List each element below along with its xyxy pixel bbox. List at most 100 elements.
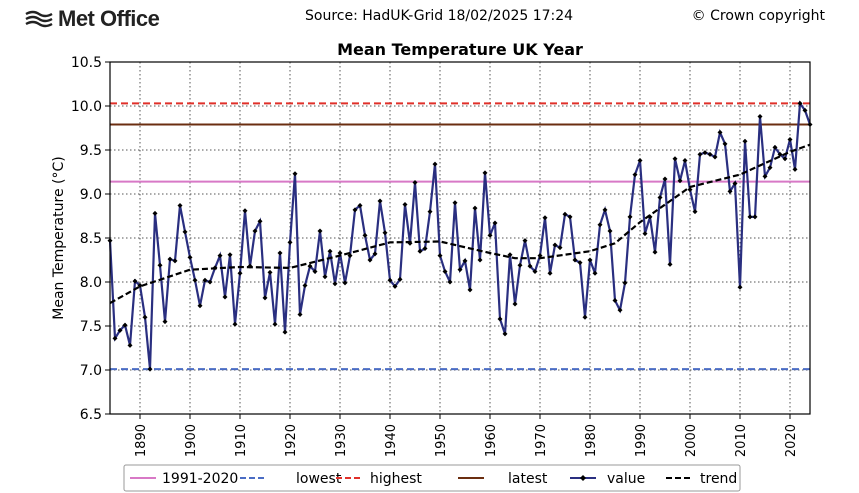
value-point	[617, 307, 623, 313]
value-point	[802, 107, 808, 113]
value-point	[552, 242, 558, 248]
x-tick-label: 1930	[334, 424, 349, 457]
value-point	[187, 254, 193, 260]
value-point	[422, 246, 428, 252]
value-point	[692, 209, 698, 215]
x-tick-label: 1950	[434, 424, 449, 457]
value-point	[607, 228, 613, 234]
y-axis-label: Mean Temperature (°C)	[51, 156, 67, 319]
legend-label: highest	[370, 471, 422, 487]
x-tick-label: 2020	[784, 424, 799, 457]
value-point	[437, 253, 443, 259]
value-point	[612, 297, 618, 303]
value-point	[602, 207, 608, 213]
value-point	[747, 214, 753, 220]
y-tick-label: 6.5	[80, 407, 102, 423]
value-point	[522, 238, 528, 244]
value-point	[662, 176, 668, 182]
value-point	[582, 314, 588, 320]
value-point	[477, 257, 483, 263]
value-point	[767, 165, 773, 171]
value-point	[232, 321, 238, 327]
value-point	[207, 279, 213, 285]
met-office-logo: Met Office	[24, 6, 160, 32]
y-tick-label: 7.0	[80, 363, 102, 379]
value-point	[572, 257, 578, 263]
value-point	[342, 280, 348, 286]
value-series-line	[108, 100, 812, 370]
legend-label: trend	[700, 471, 737, 487]
value-point	[252, 228, 258, 234]
value-point	[782, 156, 788, 162]
value-point	[362, 232, 368, 238]
value-point	[667, 261, 673, 267]
value-point	[772, 144, 778, 150]
y-tick-label: 10.0	[71, 99, 102, 115]
value-point	[157, 262, 163, 268]
value-point	[482, 170, 488, 176]
value-point	[702, 150, 708, 156]
value-point	[642, 231, 648, 237]
value-point	[762, 173, 768, 179]
value-point	[222, 294, 228, 300]
value-point	[142, 314, 148, 320]
value-point	[432, 161, 438, 167]
value-point	[217, 253, 223, 259]
value-point	[192, 277, 198, 283]
value-point	[592, 270, 598, 276]
value-point	[752, 214, 758, 220]
value-point	[182, 229, 188, 235]
x-tick-label: 1940	[384, 424, 399, 457]
x-tick-label: 1960	[484, 424, 499, 457]
value-point	[352, 207, 358, 213]
legend-marker	[580, 475, 586, 481]
value-point	[307, 263, 313, 269]
y-tick-label: 7.5	[80, 319, 102, 335]
value-point	[392, 283, 398, 289]
value-point	[557, 245, 563, 251]
value-point	[332, 281, 338, 287]
value-point	[707, 151, 713, 157]
value-point	[797, 100, 803, 106]
value-point	[502, 331, 508, 337]
value-point	[197, 303, 203, 309]
y-tick-label: 8.0	[80, 275, 102, 291]
value-point	[722, 141, 728, 147]
value-point	[312, 268, 318, 274]
x-tick-label: 1970	[534, 424, 549, 457]
logo-text: Met Office	[58, 6, 160, 31]
value-point	[457, 267, 463, 273]
value-point	[117, 327, 123, 333]
value-point	[672, 156, 678, 162]
legend-label: lowest	[296, 471, 342, 487]
legend-label: value	[607, 471, 645, 487]
value-point	[162, 319, 168, 325]
value-point	[777, 151, 783, 157]
value-point	[627, 214, 633, 220]
value-point	[462, 258, 468, 264]
value-point	[237, 270, 243, 276]
copyright-label: © Crown copyright	[691, 8, 825, 24]
value-point	[652, 249, 658, 255]
value-point	[372, 251, 378, 257]
value-point	[267, 269, 273, 275]
y-tick-label: 9.5	[80, 143, 102, 159]
value-point	[337, 250, 343, 256]
value-point	[537, 253, 543, 259]
legend-label: 1991-2020	[162, 471, 238, 487]
value-point	[127, 342, 133, 348]
value-point	[657, 195, 663, 201]
x-tick-label: 1910	[234, 424, 249, 457]
value-point	[532, 268, 538, 274]
value-point	[132, 278, 138, 284]
value-point	[387, 277, 393, 283]
x-tick-label: 1990	[634, 424, 649, 457]
value-point	[402, 202, 408, 208]
value-point	[697, 151, 703, 157]
value-point	[357, 202, 363, 208]
value-point	[712, 154, 718, 160]
value-point	[122, 322, 128, 328]
value-point	[322, 274, 328, 280]
value-point	[527, 263, 533, 269]
value-point	[412, 180, 418, 186]
